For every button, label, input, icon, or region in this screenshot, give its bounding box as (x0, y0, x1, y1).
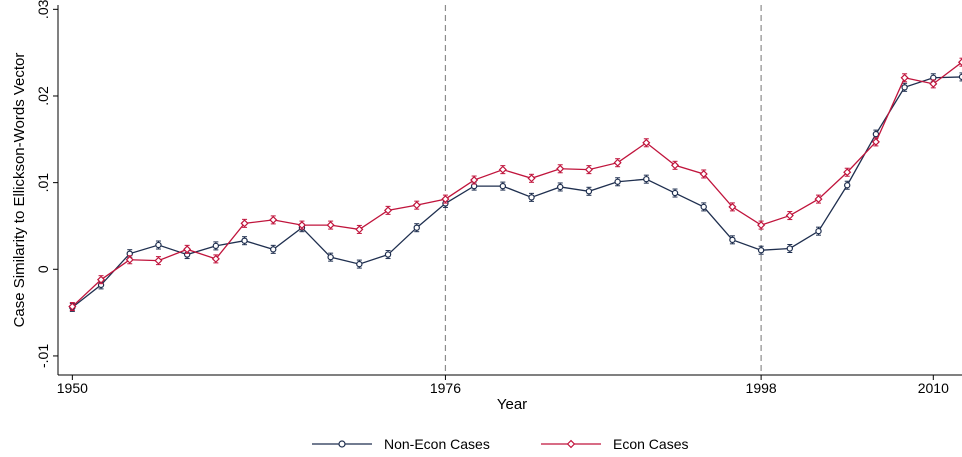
data-point (757, 247, 765, 254)
data-point (412, 201, 421, 210)
data-point (498, 165, 507, 174)
legend-item-econ: Econ Cases (541, 436, 688, 452)
x-axis-ticks: 1950 1976 1998 2010 (57, 375, 949, 396)
data-point (270, 246, 277, 253)
data-point (786, 245, 794, 252)
data-point (240, 219, 249, 228)
data-point (929, 79, 938, 88)
data-point (326, 221, 335, 230)
x-axis-title: Year (497, 396, 527, 413)
data-point (585, 188, 593, 195)
y-tick-label: .03 (35, 0, 51, 19)
data-point (901, 84, 908, 91)
legend: Non-Econ Cases Econ Cases (312, 436, 688, 452)
data-point (212, 242, 220, 250)
data-point (183, 245, 192, 254)
x-tick-label: 1976 (430, 380, 461, 396)
legend-marker-econ (566, 439, 576, 449)
reference-lines (444, 5, 762, 375)
series-layer (68, 57, 962, 312)
data-point (757, 221, 766, 230)
y-axis-ticks: -.01 0 .01 .02 .03 (35, 0, 58, 368)
data-point (670, 161, 680, 170)
data-point (383, 206, 393, 215)
data-point (614, 178, 621, 185)
series-line (71, 61, 962, 308)
legend-label-non-econ: Non-Econ Cases (384, 436, 490, 452)
data-point (814, 195, 823, 204)
data-point (957, 58, 962, 67)
legend-label-econ: Econ Cases (613, 436, 688, 452)
data-point (527, 174, 536, 183)
data-point (728, 202, 737, 211)
data-point (844, 182, 851, 189)
data-point (96, 275, 106, 284)
data-point (643, 175, 650, 183)
y-tick-label: 0 (35, 265, 51, 273)
data-point (384, 251, 392, 258)
x-tick-label: 1950 (57, 380, 88, 396)
data-point (843, 168, 852, 177)
data-point (154, 256, 163, 265)
data-point (470, 175, 479, 185)
data-point (900, 73, 909, 82)
data-point (499, 182, 507, 190)
data-point (699, 169, 708, 179)
y-tick-label: .02 (35, 86, 51, 106)
data-point (297, 221, 306, 230)
data-point (584, 165, 593, 174)
x-tick-label: 1998 (746, 380, 777, 396)
data-point (528, 194, 535, 201)
data-point (556, 164, 565, 173)
data-point (785, 211, 794, 220)
data-point (355, 225, 364, 234)
data-point (241, 237, 248, 244)
y-tick-label: .01 (35, 173, 51, 193)
series-econ (68, 57, 962, 312)
data-point (815, 227, 822, 235)
series-non-econ (69, 72, 962, 312)
data-point (269, 215, 278, 224)
data-point (125, 255, 134, 264)
data-point (729, 236, 736, 244)
data-point (871, 137, 880, 146)
axes (57, 5, 962, 376)
data-point (441, 195, 450, 204)
x-tick-label: 2010 (918, 380, 949, 396)
data-point (958, 73, 962, 81)
data-point (155, 241, 162, 249)
data-point (671, 189, 679, 197)
data-point (211, 254, 220, 263)
data-point (327, 253, 334, 261)
y-axis-title: Case Similarity to Ellickson-Words Vecto… (11, 53, 28, 328)
data-point (613, 158, 622, 167)
data-point (557, 183, 564, 191)
data-point (642, 138, 651, 147)
data-point (413, 224, 420, 231)
series-line (71, 76, 962, 308)
y-tick-label: -.01 (35, 344, 51, 368)
data-point (356, 260, 363, 268)
data-point (872, 130, 880, 138)
data-point (700, 203, 707, 211)
legend-marker-non-econ (338, 440, 346, 448)
data-point (68, 302, 77, 311)
legend-item-non-econ: Non-Econ Cases (312, 436, 490, 452)
